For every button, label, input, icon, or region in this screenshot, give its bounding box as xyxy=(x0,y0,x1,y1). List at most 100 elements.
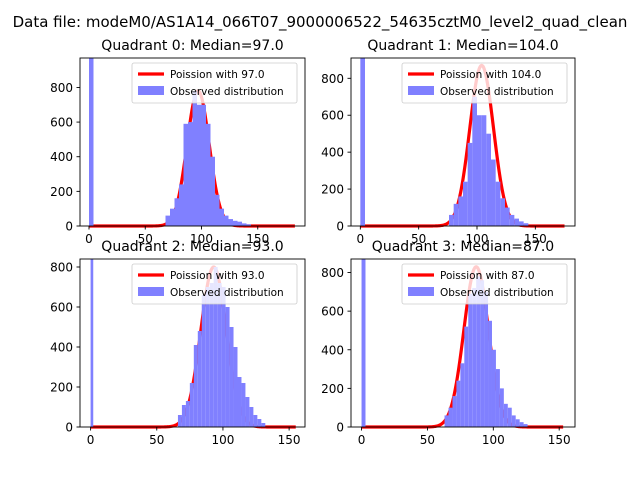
quadrant-0-xtick-label-0: 0 xyxy=(85,232,93,246)
quadrant-2-hist-bar-6 xyxy=(197,331,202,427)
quadrant-2-hist-bar-11 xyxy=(217,283,222,427)
quadrant-2-ytick-label-400: 400 xyxy=(50,341,73,355)
quadrant-2-hist-bar-21 xyxy=(257,419,262,427)
quadrant-1-legend-box xyxy=(401,62,568,104)
quadrant-0-ytick-label-200: 200 xyxy=(50,185,73,199)
quadrant-1-hist-bar-4 xyxy=(463,181,468,226)
quadrant-1-legend-hist-swatch xyxy=(408,86,434,95)
quadrant-1-axes-frame xyxy=(350,57,576,227)
quadrant-0-hist-bar-17 xyxy=(237,221,242,226)
quadrant-2-legend-hist-swatch xyxy=(138,287,164,296)
quadrant-3-ytick-label-400: 400 xyxy=(321,343,344,357)
quadrant-0-hist-bar-19 xyxy=(246,224,251,226)
quadrant-2-hist-bar-1 xyxy=(177,415,182,427)
quadrant-0-ytick-label-0: 0 xyxy=(65,220,73,234)
quadrant-1-title: Quadrant 1: Median=104.0 xyxy=(367,38,558,54)
quadrant-3-hist-bar-10 xyxy=(480,280,485,427)
quadrant-2-hist-bar-5 xyxy=(193,345,198,427)
quadrant-0-hist-bar-2 xyxy=(170,208,175,226)
quadrant-0-hist-bar-11 xyxy=(210,156,215,226)
quadrant-3-hist-bar-11 xyxy=(484,291,489,427)
quadrant-0-hist-bar-6 xyxy=(188,122,193,226)
quadrant-0-legend-label-observed: Observed distribution xyxy=(170,86,284,98)
quadrant-3-xtick-label-150: 150 xyxy=(548,433,571,447)
quadrant-3-hist-bar-16 xyxy=(503,403,508,427)
quadrant-1-hist-bar-17 xyxy=(523,223,529,226)
quadrant-3-hist-bar-18 xyxy=(511,415,516,427)
quadrant-1-ytick-label-400: 400 xyxy=(321,146,344,160)
quadrant-2-hist-bar-7 xyxy=(201,295,206,427)
quadrant-1-hist-bar-11 xyxy=(495,181,501,226)
quadrant-0-hist-bar-14 xyxy=(224,215,229,226)
quadrant-1-xtick-label-100: 100 xyxy=(466,232,489,246)
quadrant-0-ytick-label-400: 400 xyxy=(50,150,73,164)
figure-suptitle: Data file: modeM0/AS1A14_066T07_90000065… xyxy=(13,13,628,32)
quadrant-1-xtick-label-0: 0 xyxy=(357,232,365,246)
quadrant-1-legend-label-poisson: Poission with 104.0 xyxy=(440,69,541,81)
quadrant-2-hist-bar-16 xyxy=(237,377,242,427)
quadrant-1-hist-bar-6 xyxy=(472,96,477,227)
quadrant-3-xtick-label-50: 50 xyxy=(420,433,435,447)
quadrant-3-legend-hist-swatch xyxy=(408,287,434,296)
quadrant-0-hist-bar-12 xyxy=(215,194,220,226)
quadrant-1-hist-bar-12 xyxy=(500,198,505,226)
quadrant-3-hist-bar-17 xyxy=(507,407,512,427)
quadrant-2-hist-bar-18 xyxy=(245,397,250,427)
quadrant-2-hist-bar-12 xyxy=(221,287,226,427)
quadrant-0-hist-bar-18 xyxy=(242,223,247,226)
quadrant-2-hist-bar-9 xyxy=(209,283,214,427)
quadrant-2-ytick-label-0: 0 xyxy=(65,421,73,435)
quadrant-2-hist-bar-0 xyxy=(90,259,94,427)
quadrant-0-axes-frame xyxy=(79,57,306,227)
quadrant-2-legend-label-poisson: Poission with 93.0 xyxy=(170,270,265,282)
quadrant-0-hist-bar-15 xyxy=(228,219,233,226)
quadrant-1-hist-bar-3 xyxy=(458,196,463,226)
quadrant-2-xtick-label-100: 100 xyxy=(211,433,234,447)
quadrant-1-hist-bar-14 xyxy=(509,214,515,226)
quadrant-0-ytick-label-800: 800 xyxy=(50,81,73,95)
quadrant-2-hist-bar-10 xyxy=(213,267,218,427)
quadrant-2-legend-label-observed: Observed distribution xyxy=(170,287,284,299)
quadrant-0-hist-bar-7 xyxy=(192,90,197,226)
quadrant-1-hist-bar-10 xyxy=(491,159,496,226)
quadrant-0-hist-bar-5 xyxy=(183,123,188,226)
quadrant-0-ytick-label-600: 600 xyxy=(50,116,73,130)
quadrant-3-hist-bar-9 xyxy=(476,276,481,427)
quadrant-0-panel: 0 50 100 150 0 200 400 600 800 Quadrant 0: Median… xyxy=(50,38,306,246)
quadrant-1-panel: 0 50 100 150 0 200 400 600 800 Quadrant 1: Median… xyxy=(321,38,576,246)
quadrant-3-ytick-label-800: 800 xyxy=(321,266,344,280)
quadrant-3-legend-label-poisson: Poission with 87.0 xyxy=(440,270,535,282)
quadrant-3-legend-box xyxy=(401,263,568,305)
quadrant-3-hist-bar-5 xyxy=(460,363,465,427)
quadrant-3-ytick-label-200: 200 xyxy=(321,382,344,396)
quadrant-0-hist-bar-4 xyxy=(179,184,184,226)
quadrant-3-axes-frame xyxy=(350,258,576,428)
quadrant-0-hist-bar-8 xyxy=(197,104,202,226)
quadrant-2-hist-bar-22 xyxy=(261,423,266,427)
quadrant-0-title: Quadrant 0: Median=97.0 xyxy=(101,38,283,54)
quadrant-3-xtick-label-0: 0 xyxy=(358,433,366,447)
quadrant-2-xtick-label-150: 150 xyxy=(278,433,301,447)
quadrant-2-hist-bar-2 xyxy=(181,405,186,427)
quadrant-1-hist-bar-13 xyxy=(505,207,510,226)
quadrant-1-ytick-label-800: 800 xyxy=(321,72,344,86)
quadrant-0-hist-bar-0 xyxy=(89,58,94,226)
quadrant-3-hist-bar-0 xyxy=(361,259,366,427)
quadrant-2-ytick-label-600: 600 xyxy=(50,301,73,315)
quadrant-3-hist-bar-21 xyxy=(523,424,528,427)
quadrant-3-hist-bar-4 xyxy=(456,380,461,427)
quadrant-3-legend-label-observed: Observed distribution xyxy=(440,287,554,299)
quadrant-0-hist-bar-16 xyxy=(233,220,238,226)
quadrant-3-panel: 0 50 100 150 0 200 400 600 800 Quadrant 3: Median… xyxy=(321,239,576,447)
quadrant-2-hist-bar-14 xyxy=(229,327,234,427)
quadrant-1-hist-bar-0 xyxy=(360,58,365,226)
quadrant-2-hist-bar-3 xyxy=(185,401,190,427)
quadrant-0-legend-box xyxy=(131,62,298,104)
quadrant-1-hist-bar-7 xyxy=(477,115,482,226)
quadrant-3-hist-bar-8 xyxy=(472,287,477,427)
quadrant-3-hist-bar-20 xyxy=(519,422,524,427)
quadrant-0-hist-bar-13 xyxy=(219,208,224,226)
quadrant-3-hist-bar-14 xyxy=(495,369,500,427)
quadrant-2-axes-frame xyxy=(79,258,306,428)
quadrant-0-legend-hist-swatch xyxy=(138,86,164,95)
